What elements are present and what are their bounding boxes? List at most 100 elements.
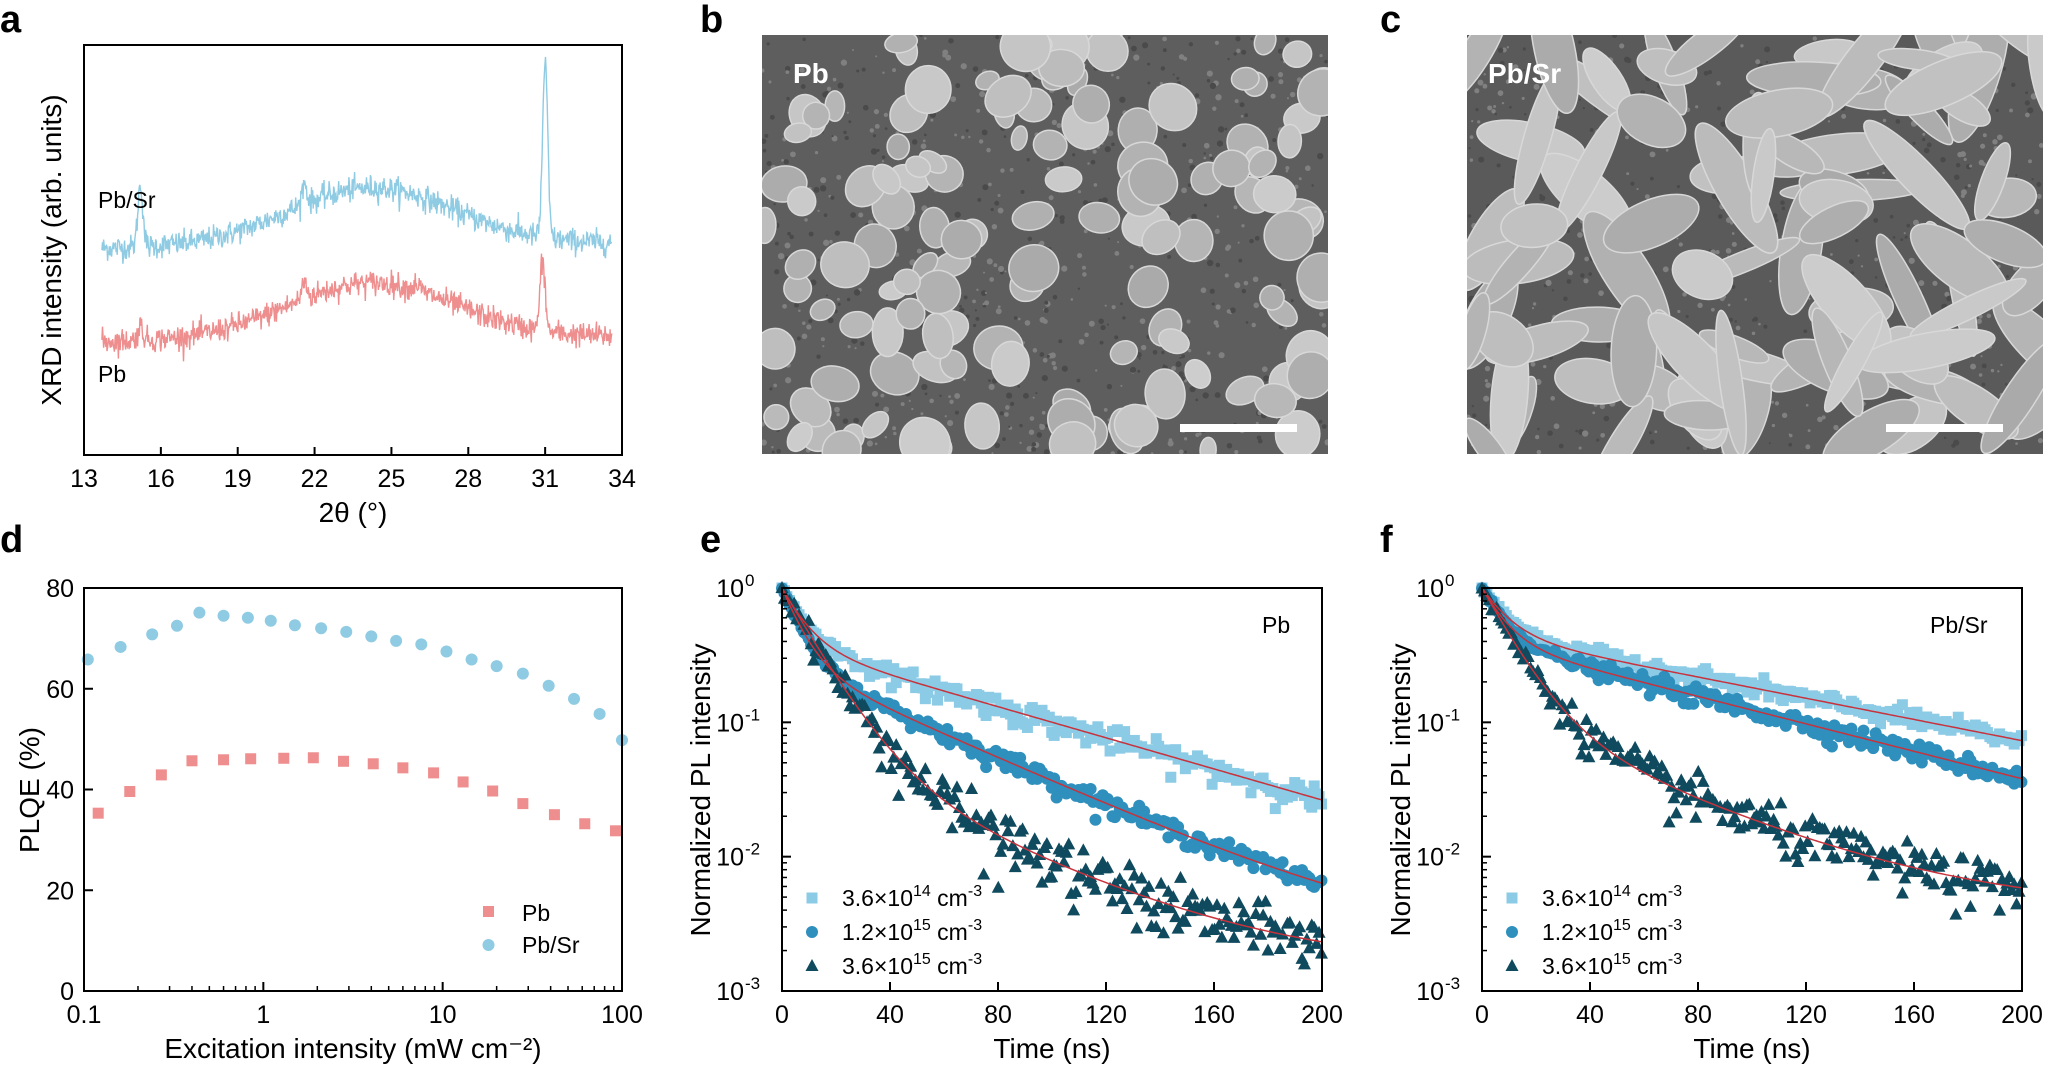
sem-speckle (872, 134, 877, 138)
data-point (1227, 930, 1241, 943)
sem-speckle (2025, 91, 2029, 95)
data-point (1076, 843, 1090, 856)
legend-label-part: cm (931, 919, 968, 945)
sem-speckle (1289, 91, 1296, 98)
data-point (1660, 768, 1674, 781)
sem-speckle (1081, 265, 1086, 270)
data-point (610, 825, 622, 837)
sem-speckle (959, 304, 962, 308)
x-tick-label: 80 (984, 1001, 1012, 1029)
data-point (1927, 877, 1941, 890)
sem-speckle (1167, 440, 1174, 447)
sem-speckle (1188, 158, 1193, 164)
sem-speckle (893, 431, 897, 436)
sem-speckle (960, 63, 967, 70)
data-point (1875, 718, 1887, 730)
data-point (914, 771, 928, 784)
sem-speckle (1043, 308, 1049, 313)
sem-speckle (1241, 288, 1247, 294)
data-point (1003, 814, 1017, 827)
sem-speckle (783, 159, 789, 165)
sem-speckle (874, 442, 878, 446)
sem-speckle (1020, 189, 1025, 194)
sem-speckle (1191, 213, 1197, 220)
sem-speckle (1472, 413, 1477, 418)
sem-speckle (830, 195, 835, 200)
sem-speckle (1114, 335, 1119, 340)
sem-grain (1823, 311, 1884, 413)
data-point (1012, 708, 1024, 720)
sem-speckle (1203, 142, 1210, 149)
sem-speckle (1031, 442, 1037, 447)
data-point (973, 690, 985, 702)
sem-speckle (882, 71, 885, 74)
sem-speckle (1967, 184, 1972, 188)
sem-speckle (853, 289, 861, 296)
sem-speckle (911, 139, 918, 145)
data-point (1504, 625, 1518, 638)
sem-speckle (1686, 446, 1690, 450)
sem-speckle (920, 143, 927, 150)
data-point (307, 752, 319, 764)
sem-speckle (1957, 151, 1963, 158)
data-point (1215, 930, 1229, 943)
sem-speckle (784, 242, 791, 249)
sem-speckle (965, 314, 970, 319)
sem-speckle (1277, 48, 1284, 54)
sem-speckle (1716, 81, 1721, 86)
data-point (1313, 791, 1325, 803)
sem-speckle (786, 96, 790, 101)
sem-grain (898, 416, 952, 454)
data-point (1045, 870, 1059, 883)
sem-speckle (1588, 272, 1592, 276)
sem-speckle (1543, 365, 1547, 369)
data-point (1223, 836, 1236, 849)
sem-speckle (826, 86, 832, 91)
sem-speckle (1006, 392, 1013, 399)
data-point (315, 622, 328, 635)
sem-speckle (1032, 348, 1038, 353)
sem-speckle (850, 212, 856, 218)
sem-speckle (1771, 400, 1774, 404)
data-point (1589, 722, 1603, 735)
sem-speckle (762, 439, 767, 446)
data-point (1067, 903, 1081, 916)
sem-speckle (1803, 329, 1808, 334)
data-point (1627, 660, 1639, 672)
sem-speckle (1707, 70, 1713, 75)
sem-speckle (1483, 73, 1486, 76)
data-point (1154, 876, 1168, 889)
data-point (1553, 717, 1567, 730)
sem-speckle (1181, 354, 1186, 359)
sem-speckle (1104, 146, 1111, 153)
sem-speckle (1278, 79, 1284, 85)
sem-speckle (942, 53, 947, 58)
sem-speckle (1181, 187, 1187, 194)
sem-speckle (1229, 307, 1236, 314)
sem-speckle (1506, 46, 1510, 49)
data-point (1759, 809, 1773, 822)
sem-speckle (1553, 423, 1560, 430)
sem-speckle (1107, 130, 1114, 137)
sem-speckle (1239, 102, 1245, 108)
data-point (980, 761, 993, 774)
sem-speckle (853, 417, 860, 424)
data-point (1891, 861, 1905, 874)
panel-letter-c: c (1380, 0, 1401, 41)
sem-speckle (1278, 325, 1283, 329)
x-tick-label: 40 (876, 1001, 904, 1029)
sem-speckle (1781, 206, 1786, 211)
sem-speckle (1584, 256, 1590, 262)
sem-grain (1144, 368, 1186, 420)
sem-grain (1072, 84, 1111, 124)
sem-speckle (1986, 313, 1992, 319)
sem-speckle (1727, 303, 1731, 307)
data-point (951, 683, 963, 695)
sem-speckle (1127, 36, 1131, 40)
sem-speckle (1039, 240, 1045, 246)
sem-speckle (796, 336, 801, 341)
legend-label-part: 3.6×10 (842, 953, 913, 979)
sem-grain (786, 186, 817, 217)
data-point (1301, 788, 1313, 800)
